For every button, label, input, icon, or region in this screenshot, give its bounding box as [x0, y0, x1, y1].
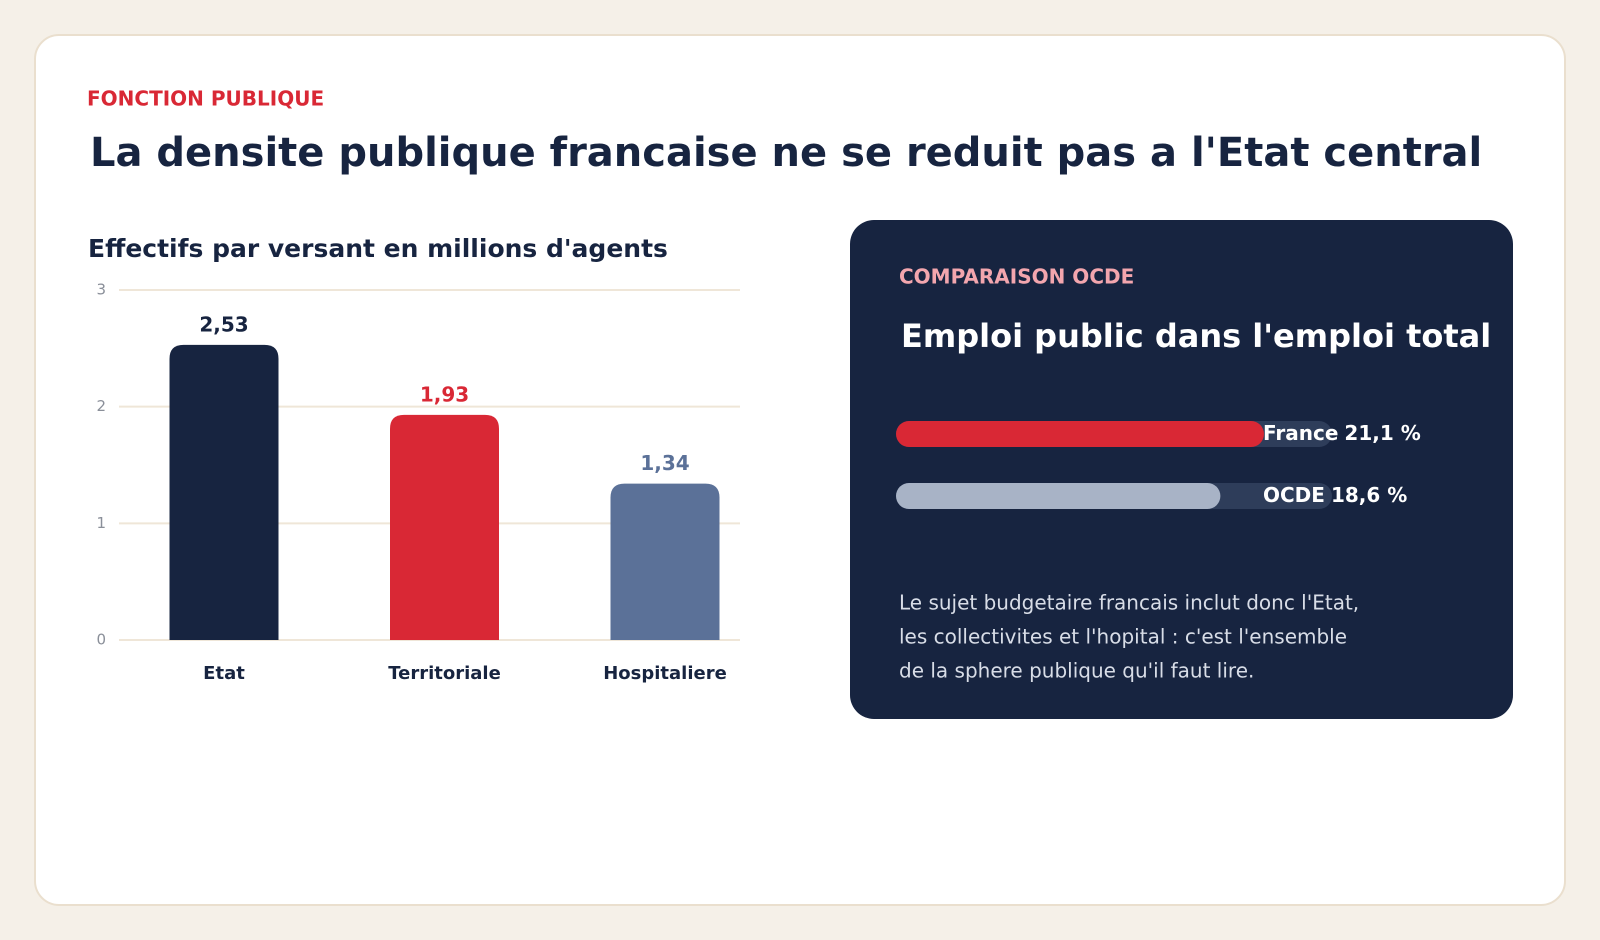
- x-tick-label: Territoriale: [388, 663, 501, 684]
- bar: [169, 344, 279, 640]
- value-label: 21,1 %: [1344, 421, 1420, 445]
- y-tick-label: 0: [96, 631, 106, 649]
- page-title: La densite publique francaise ne se redu…: [90, 130, 1482, 176]
- bar: [896, 483, 1221, 509]
- kicker: FONCTION PUBLIQUE: [87, 87, 324, 111]
- y-tick-label: 1: [96, 514, 106, 532]
- value-label: 1,34: [640, 451, 689, 475]
- value-label: 1,93: [420, 382, 469, 406]
- y-tick-label: 3: [96, 281, 106, 299]
- x-tick-label: Hospitaliere: [603, 663, 727, 684]
- bar: [896, 421, 1264, 447]
- note-line: Le sujet budgetaire francais inclut donc…: [899, 591, 1359, 615]
- note-line: de la sphere publique qu'il faut lire.: [899, 659, 1254, 683]
- chart-title: Effectifs par versant en millions d'agen…: [88, 234, 668, 263]
- category-label: OCDE: [1263, 483, 1325, 507]
- value-label: 18,6 %: [1331, 483, 1407, 507]
- panel-title: Emploi public dans l'emploi total: [901, 317, 1491, 355]
- value-label: 2,53: [199, 312, 248, 336]
- panel-kicker: COMPARAISON OCDE: [899, 265, 1134, 289]
- x-tick-label: Etat: [203, 663, 245, 684]
- bar-label: OCDE 18,6 %: [1263, 483, 1407, 507]
- category-label: France: [1263, 421, 1338, 445]
- panel: [850, 220, 1513, 719]
- bar: [390, 414, 499, 640]
- y-tick-label: 2: [96, 397, 106, 415]
- bar-label: France 21,1 %: [1263, 421, 1421, 445]
- note-line: les collectivites et l'hopital : c'est l…: [899, 625, 1347, 649]
- bar: [610, 483, 720, 640]
